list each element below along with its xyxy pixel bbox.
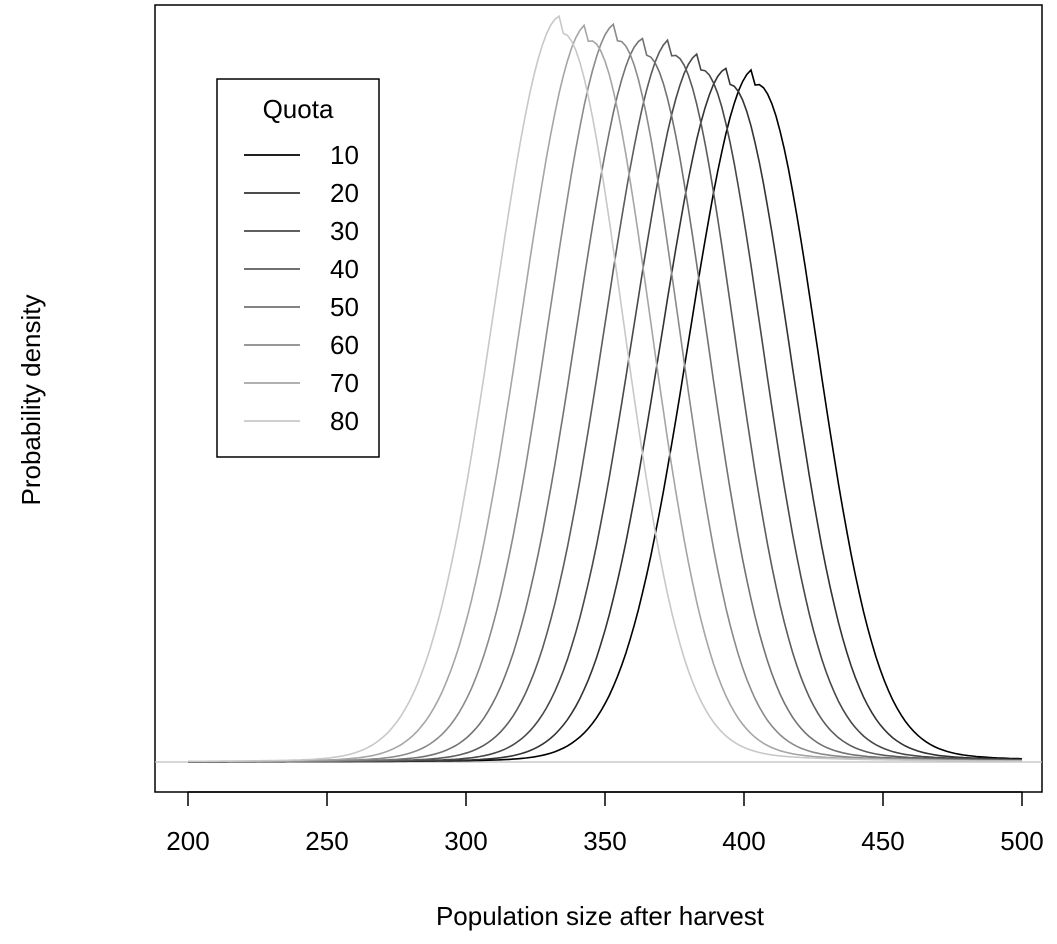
density-curve-quota-80 — [187, 14, 1023, 763]
legend-label-70: 70 — [330, 368, 359, 398]
legend-box — [216, 78, 380, 458]
legend-label-50: 50 — [330, 292, 359, 322]
x-tick-label: 450 — [861, 826, 904, 856]
legend-label-10: 10 — [330, 140, 359, 170]
x-tick-label: 350 — [583, 826, 626, 856]
x-tick-label: 250 — [305, 826, 348, 856]
x-tick-label: 400 — [722, 826, 765, 856]
y-axis-title: Probability density — [16, 295, 46, 506]
legend-title: Quota — [263, 94, 334, 124]
x-axis: 200 250 300 350 400 450 500 — [166, 791, 1044, 856]
x-tick-label: 300 — [444, 826, 487, 856]
x-axis-title: Population size after harvest — [436, 901, 765, 931]
legend-label-60: 60 — [330, 330, 359, 360]
x-tick-label: 200 — [166, 826, 209, 856]
legend-label-20: 20 — [330, 178, 359, 208]
legend-label-40: 40 — [330, 254, 359, 284]
density-curves — [187, 14, 1023, 763]
legend-label-30: 30 — [330, 216, 359, 246]
x-tick-label: 500 — [1000, 826, 1043, 856]
legend-label-80: 80 — [330, 406, 359, 436]
legend: Quota 10 20 30 40 50 60 70 80 — [216, 78, 380, 458]
legend-items: 10 20 30 40 50 60 70 80 — [244, 140, 359, 436]
